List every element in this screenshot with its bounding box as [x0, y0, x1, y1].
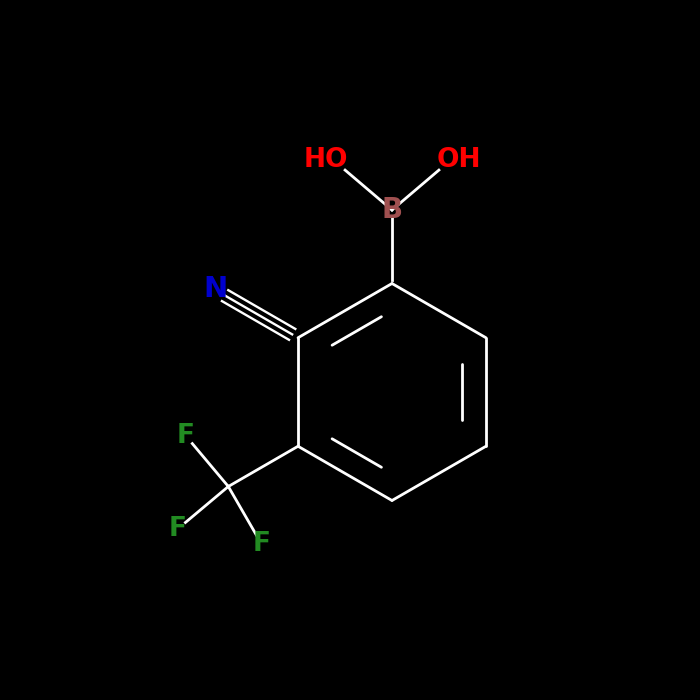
Text: HO: HO	[303, 146, 348, 173]
Text: F: F	[169, 516, 186, 542]
Text: B: B	[382, 196, 402, 224]
Text: N: N	[204, 274, 228, 302]
Text: F: F	[253, 531, 271, 557]
Text: F: F	[176, 423, 195, 449]
Text: OH: OH	[436, 146, 481, 173]
